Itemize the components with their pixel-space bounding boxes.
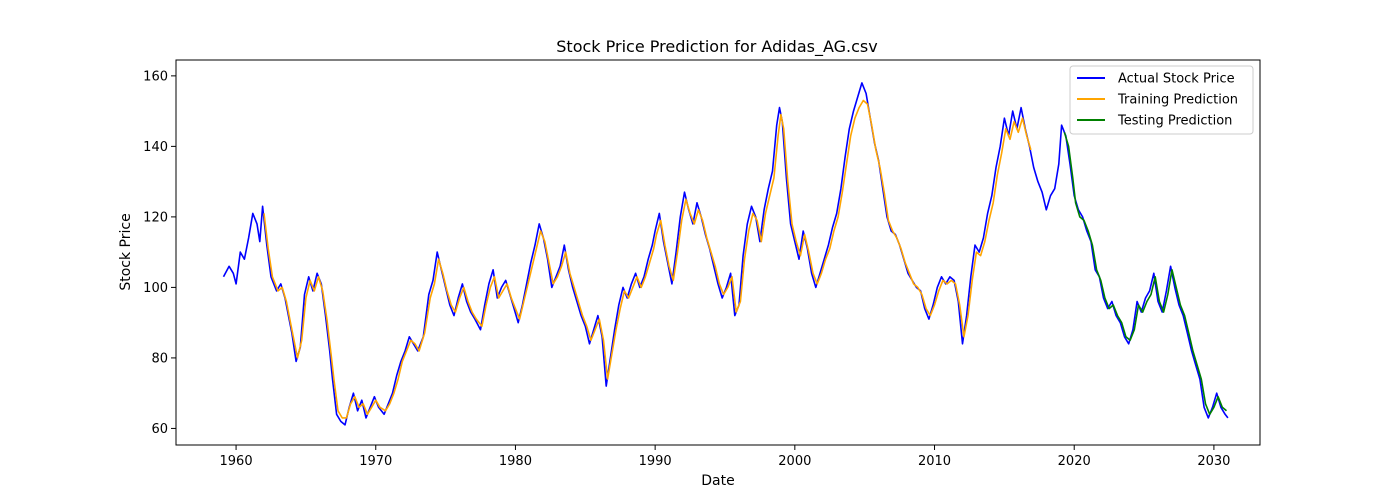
chart-title: Stock Price Prediction for Adidas_AG.csv bbox=[556, 37, 877, 57]
y-tick-label: 60 bbox=[151, 422, 168, 437]
y-axis-label: Stock Price bbox=[118, 213, 134, 290]
legend: Actual Stock Price Training Prediction Tes… bbox=[1069, 65, 1254, 135]
y-tick-label: 160 bbox=[143, 69, 168, 84]
series-line-3 bbox=[1063, 132, 1228, 416]
x-tick-label: 1990 bbox=[639, 454, 672, 469]
y-tick-label: 120 bbox=[143, 210, 168, 225]
legend-label: Actual Stock Price bbox=[1118, 72, 1235, 87]
y-tick-label: 100 bbox=[143, 281, 168, 296]
x-tick-label: 2020 bbox=[1058, 454, 1091, 469]
legend-label: Training Prediction bbox=[1117, 93, 1238, 108]
x-axis-ticks: 1960 1970 1980 1990 2000 2010 2020 2030 bbox=[220, 445, 1230, 469]
x-tick-label: 1970 bbox=[359, 454, 392, 469]
legend-label: Testing Prediction bbox=[1117, 114, 1232, 129]
x-tick-label: 2000 bbox=[778, 454, 811, 469]
x-tick-label: 2010 bbox=[918, 454, 951, 469]
x-tick-label: 2030 bbox=[1197, 454, 1230, 469]
x-axis-label: Date bbox=[701, 473, 734, 489]
x-tick-label: 1960 bbox=[220, 454, 253, 469]
legend-box bbox=[1069, 65, 1254, 135]
series-line-1 bbox=[222, 82, 1229, 426]
series-line-2 bbox=[263, 99, 1032, 419]
series-layer bbox=[222, 82, 1229, 426]
y-axis-ticks: 60 80 100 120 140 160 bbox=[143, 69, 176, 437]
y-tick-label: 140 bbox=[143, 140, 168, 155]
x-tick-label: 1980 bbox=[499, 454, 532, 469]
y-tick-label: 80 bbox=[151, 351, 168, 366]
plot-frame bbox=[175, 59, 1261, 446]
